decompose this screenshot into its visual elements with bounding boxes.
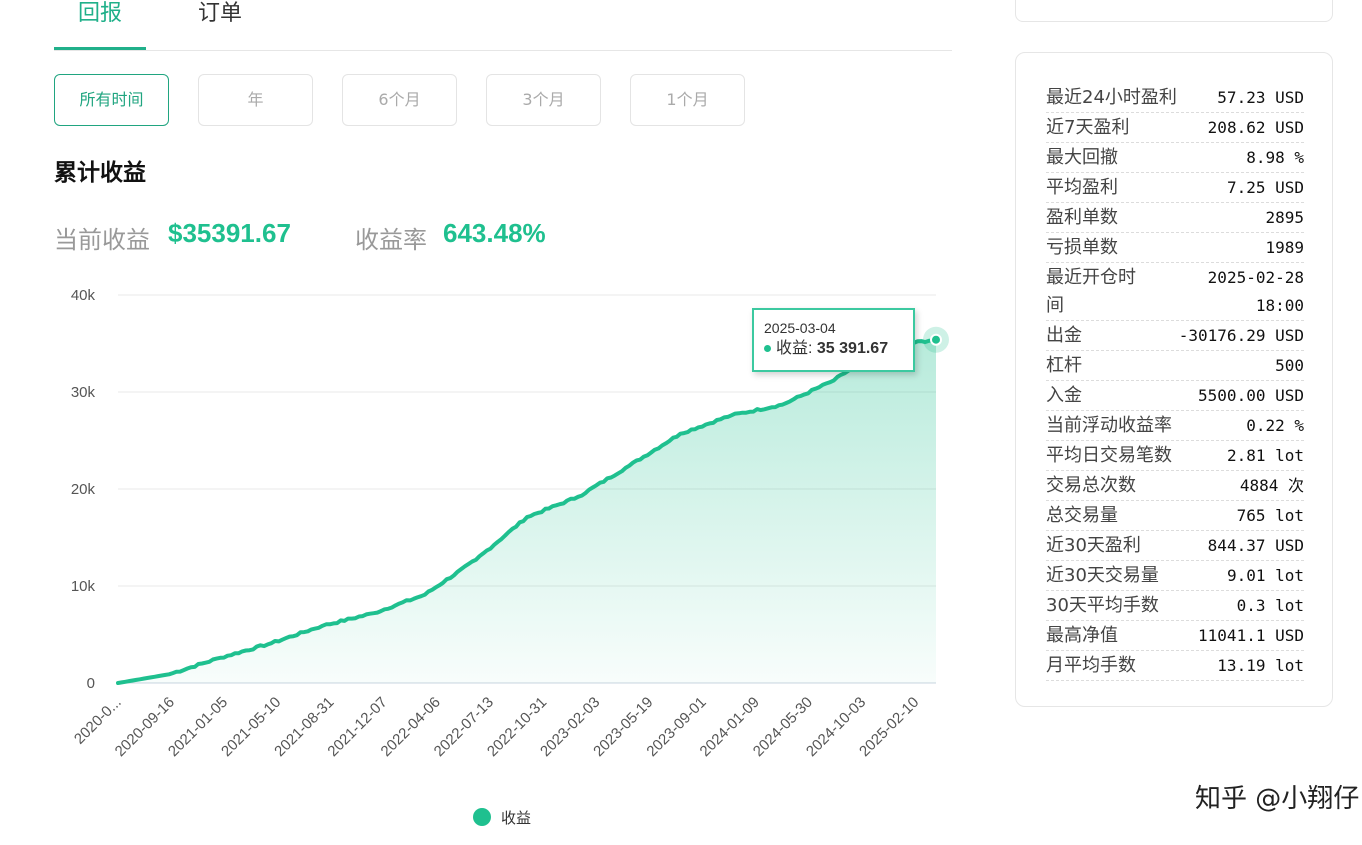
- stat-label: 入金: [1046, 385, 1082, 406]
- range-6-months-button[interactable]: 6个月: [342, 74, 457, 126]
- stat-row: 30天平均手数 0.3 lot: [1046, 591, 1304, 621]
- stat-value: 2895: [1265, 208, 1304, 227]
- stat-label: 最近24小时盈利: [1046, 87, 1177, 108]
- legend-label: 收益: [501, 808, 532, 827]
- range-year-button[interactable]: 年: [198, 74, 313, 126]
- stat-row: 平均日交易笔数 2.81 lot: [1046, 441, 1304, 471]
- profit-rate-value: 643.48%: [443, 218, 546, 248]
- x-tick-label: 2020-0...: [71, 694, 125, 748]
- current-profit-value: $35391.67: [168, 218, 291, 248]
- stat-row: 月平均手数 13.19 lot: [1046, 651, 1304, 681]
- statistics-card: 最近24小时盈利 57.23 USD 近7天盈利 208.62 USD 最大回撤 8.98…: [1015, 52, 1333, 707]
- chart-tooltip: 2025-03-04 收益: 35 391.67: [752, 308, 915, 372]
- tooltip-series-dot: [764, 345, 771, 353]
- stat-row: 近30天交易量 9.01 lot: [1046, 561, 1304, 591]
- stat-value: -30176.29 USD: [1178, 326, 1304, 345]
- series-line: [116, 337, 938, 685]
- tab-bar: 回报 订单: [54, 0, 952, 51]
- stat-label: 亏损单数: [1046, 237, 1118, 258]
- stat-row: 交易总次数 4884 次: [1046, 471, 1304, 501]
- stat-value: 8.98 %: [1246, 148, 1304, 167]
- range-1-month-button[interactable]: 1个月: [630, 74, 745, 126]
- stat-row: 盈利单数 2895: [1046, 203, 1304, 233]
- stat-value: 13.19 lot: [1217, 656, 1304, 675]
- tab-orders[interactable]: 订单: [198, 1, 243, 26]
- tooltip-value: 35 391.67: [816, 340, 889, 357]
- stat-label: 月平均手数: [1046, 655, 1136, 676]
- stat-label: 交易总次数: [1046, 475, 1136, 496]
- y-tick-label: 40k: [71, 287, 96, 304]
- watermark: 知乎 @小翔仔: [1195, 784, 1360, 814]
- y-tick-label: 20k: [71, 481, 96, 498]
- stat-value: 2025-02-28 18:00: [1207, 268, 1304, 315]
- stat-label: 最近开仓时 间: [1046, 267, 1136, 316]
- y-tick-label: 0: [87, 675, 95, 692]
- stat-value: 1989: [1265, 238, 1304, 257]
- tab-returns[interactable]: 回报: [78, 1, 123, 26]
- stat-value: 208.62 USD: [1207, 118, 1304, 137]
- statistics-list: 最近24小时盈利 57.23 USD 近7天盈利 208.62 USD 最大回撤 8.98…: [1046, 83, 1304, 681]
- stat-value: 4884 次: [1239, 476, 1304, 495]
- stat-value: 5500.00 USD: [1198, 386, 1304, 405]
- stat-label: 最高净值: [1046, 625, 1118, 646]
- y-tick-label: 30k: [71, 384, 96, 401]
- stat-value: 765 lot: [1236, 506, 1304, 525]
- stat-row: 最大回撤 8.98 %: [1046, 143, 1304, 173]
- stat-label: 盈利单数: [1046, 207, 1118, 228]
- stat-label: 平均盈利: [1046, 177, 1118, 198]
- section-title: 累计收益: [54, 160, 146, 186]
- stat-label: 近7天盈利: [1046, 117, 1130, 138]
- stat-label: 30天平均手数: [1046, 595, 1159, 616]
- stat-value: 11041.1 USD: [1198, 626, 1304, 645]
- stat-row: 杠杆 500: [1046, 351, 1304, 381]
- stat-row: 入金 5500.00 USD: [1046, 381, 1304, 411]
- stat-value: 844.37 USD: [1207, 536, 1304, 555]
- stat-row: 亏损单数 1989: [1046, 233, 1304, 263]
- stat-row: 近30天盈利 844.37 USD: [1046, 531, 1304, 561]
- tooltip-row: 收益: 35 391.67: [764, 338, 903, 360]
- active-tab-indicator: [54, 47, 146, 50]
- stat-label: 出金: [1046, 325, 1082, 346]
- stat-label: 平均日交易笔数: [1046, 445, 1172, 466]
- stat-row: 最近开仓时 间 2025-02-28 18:00: [1046, 263, 1304, 321]
- legend-dot: [473, 808, 491, 826]
- stat-value: 0.22 %: [1246, 416, 1304, 435]
- stat-row: 总交易量 765 lot: [1046, 501, 1304, 531]
- stat-label: 近30天交易量: [1046, 565, 1159, 586]
- tooltip-series-label: 收益:: [776, 340, 813, 357]
- stat-value: 500: [1275, 356, 1304, 375]
- stat-label: 最大回撤: [1046, 147, 1118, 168]
- stat-value: 2.81 lot: [1226, 446, 1304, 465]
- stat-row: 当前浮动收益率 0.22 %: [1046, 411, 1304, 441]
- stat-row: 最高净值 11041.1 USD: [1046, 621, 1304, 651]
- stat-row: 近7天盈利 208.62 USD: [1046, 113, 1304, 143]
- stat-label: 杠杆: [1046, 355, 1082, 376]
- stat-value: 57.23 USD: [1217, 88, 1304, 107]
- profit-rate-label: 收益率: [355, 226, 427, 254]
- stat-value: 0.3 lot: [1236, 596, 1304, 615]
- current-profit-label: 当前收益: [54, 226, 150, 254]
- stat-value: 9.01 lot: [1226, 566, 1304, 585]
- chart-legend-item[interactable]: 收益: [473, 806, 531, 828]
- range-3-months-button[interactable]: 3个月: [486, 74, 601, 126]
- y-tick-label: 10k: [71, 578, 96, 595]
- stat-value: 7.25 USD: [1226, 178, 1304, 197]
- stat-row: 出金 -30176.29 USD: [1046, 321, 1304, 351]
- stat-label: 总交易量: [1046, 505, 1118, 526]
- cumulative-profit-chart[interactable]: 010k20k30k40k2020-0...2020-09-162021-01-…: [0, 270, 960, 790]
- series-area: [118, 339, 936, 683]
- stat-label: 当前浮动收益率: [1046, 415, 1172, 436]
- stat-row: 最近24小时盈利 57.23 USD: [1046, 83, 1304, 113]
- tooltip-date: 2025-03-04: [764, 320, 836, 336]
- top-summary-card: [1015, 0, 1333, 22]
- stat-label: 近30天盈利: [1046, 535, 1141, 556]
- stat-row: 平均盈利 7.25 USD: [1046, 173, 1304, 203]
- range-all-time-button[interactable]: 所有时间: [54, 74, 169, 126]
- highlight-point: [930, 333, 942, 346]
